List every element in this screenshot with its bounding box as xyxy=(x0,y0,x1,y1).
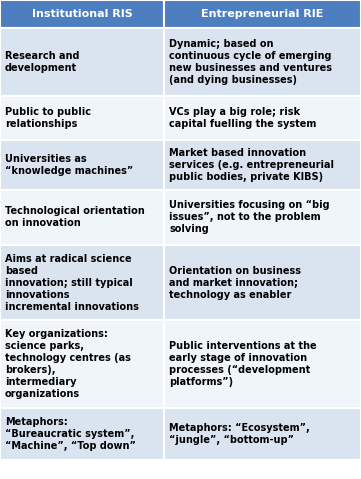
Text: Dynamic; based on
continuous cycle of emerging
new businesses and ventures
(and : Dynamic; based on continuous cycle of em… xyxy=(169,39,332,85)
Bar xyxy=(164,28,361,96)
Bar xyxy=(0,190,164,245)
Bar xyxy=(164,408,361,460)
Bar xyxy=(164,96,361,140)
Bar xyxy=(164,245,361,320)
Bar xyxy=(0,408,164,460)
Text: Metaphors: “Ecosystem”,
“jungle”, “bottom-up”: Metaphors: “Ecosystem”, “jungle”, “botto… xyxy=(169,423,310,445)
Text: Universities focusing on “big
issues”, not to the problem
solving: Universities focusing on “big issues”, n… xyxy=(169,201,330,235)
Text: Public to public
relationships: Public to public relationships xyxy=(5,107,91,129)
Text: VCs play a big role; risk
capital fuelling the system: VCs play a big role; risk capital fuelli… xyxy=(169,107,317,129)
Text: Research and
development: Research and development xyxy=(5,51,79,73)
Text: Metaphors:
“Bureaucratic system”,
“Machine”, “Top down”: Metaphors: “Bureaucratic system”, “Machi… xyxy=(5,417,136,451)
Bar xyxy=(0,0,164,28)
Bar xyxy=(164,140,361,190)
Bar xyxy=(0,320,164,408)
Text: Market based innovation
services (e.g. entrepreneurial
public bodies, private KI: Market based innovation services (e.g. e… xyxy=(169,148,334,182)
Bar xyxy=(164,0,361,28)
Text: Orientation on business
and market innovation;
technology as enabler: Orientation on business and market innov… xyxy=(169,265,301,299)
Bar xyxy=(0,28,164,96)
Bar xyxy=(0,96,164,140)
Text: Universities as
“knowledge machines”: Universities as “knowledge machines” xyxy=(5,154,133,176)
Text: Technological orientation
on innovation: Technological orientation on innovation xyxy=(5,206,145,228)
Bar xyxy=(164,320,361,408)
Text: Key organizations:
science parks,
technology centres (as
brokers),
intermediary
: Key organizations: science parks, techno… xyxy=(5,329,131,399)
Bar xyxy=(164,190,361,245)
Text: Public interventions at the
early stage of innovation
processes (“development
pl: Public interventions at the early stage … xyxy=(169,341,317,387)
Text: Institutional RIS: Institutional RIS xyxy=(32,9,132,19)
Text: Aims at radical science
based
innovation; still typical
innovations
incremental : Aims at radical science based innovation… xyxy=(5,253,139,311)
Text: Entrepreneurial RIE: Entrepreneurial RIE xyxy=(201,9,324,19)
Bar xyxy=(0,140,164,190)
Bar xyxy=(0,245,164,320)
